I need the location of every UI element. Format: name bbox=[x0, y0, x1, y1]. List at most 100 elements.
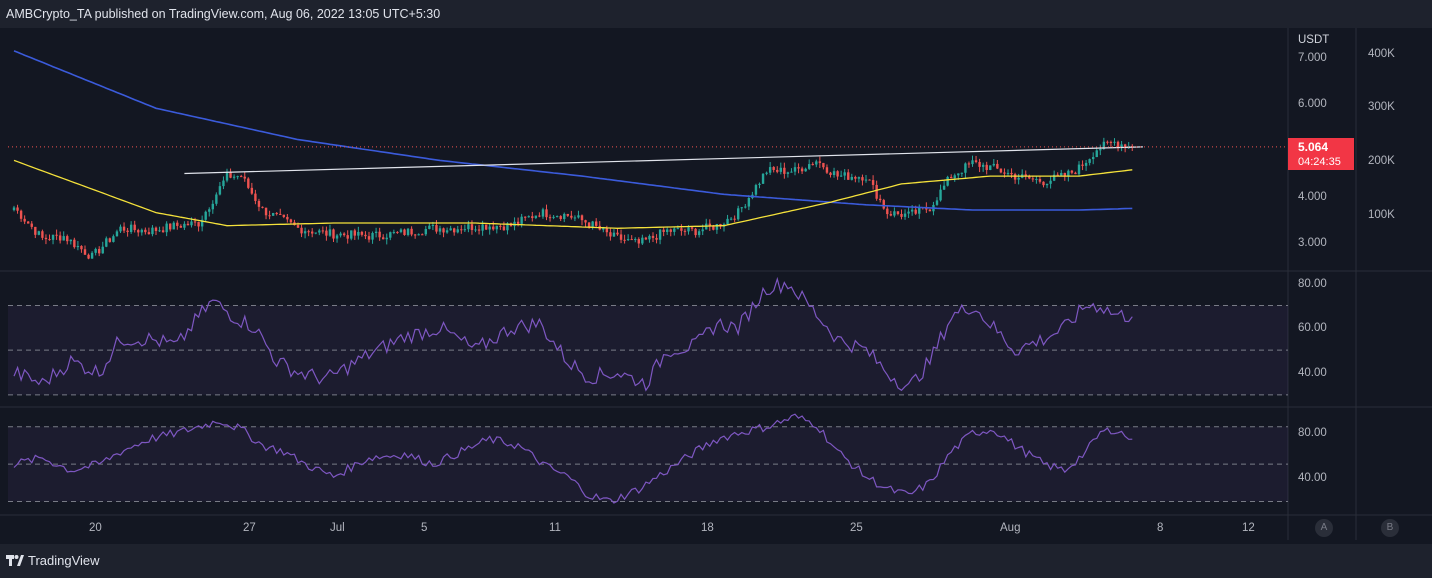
candle bbox=[772, 167, 775, 170]
candle bbox=[271, 212, 275, 216]
candle bbox=[598, 225, 601, 230]
candle bbox=[236, 176, 239, 178]
time-tick: Aug bbox=[1000, 522, 1021, 534]
candle bbox=[790, 171, 793, 173]
candle bbox=[165, 223, 168, 233]
candle bbox=[811, 164, 814, 166]
candle bbox=[552, 216, 555, 218]
brand-label: TradingView bbox=[28, 553, 100, 568]
candle bbox=[921, 207, 924, 209]
candle bbox=[332, 229, 335, 239]
auto-scale-button[interactable]: A bbox=[1315, 519, 1333, 537]
volume-tick: 300K bbox=[1368, 101, 1395, 113]
price-tick: 7.000 bbox=[1298, 52, 1327, 64]
log-scale-button[interactable]: B bbox=[1381, 519, 1399, 537]
candle bbox=[868, 179, 871, 181]
high-value: H5.109 bbox=[234, 35, 272, 47]
mfi-legend[interactable]: MFI (14) 69.15 bbox=[18, 417, 99, 429]
candle bbox=[818, 161, 822, 163]
candle bbox=[864, 179, 868, 181]
rsi-label: RSI (14, close, SMA, 14, 2) bbox=[18, 280, 158, 292]
candle bbox=[286, 216, 289, 220]
candle bbox=[847, 172, 850, 180]
candle bbox=[1056, 174, 1059, 176]
candle bbox=[591, 221, 594, 227]
candle bbox=[1092, 157, 1095, 160]
candle bbox=[435, 225, 438, 232]
candle bbox=[907, 211, 910, 214]
candle bbox=[822, 162, 825, 168]
candle bbox=[534, 215, 538, 219]
mfi-tick: 40.00 bbox=[1298, 472, 1327, 484]
candle bbox=[339, 233, 342, 236]
candle bbox=[417, 234, 420, 236]
candle bbox=[470, 224, 474, 231]
rsi-extra: Ø Ø bbox=[198, 280, 220, 292]
candle bbox=[303, 231, 307, 234]
candle bbox=[524, 216, 527, 218]
candle bbox=[683, 230, 687, 232]
candle bbox=[176, 222, 179, 226]
time-tick: Jul bbox=[330, 522, 345, 534]
candle bbox=[27, 221, 30, 224]
candle bbox=[566, 213, 569, 216]
candle bbox=[1099, 149, 1102, 151]
candle bbox=[62, 236, 65, 241]
candle bbox=[506, 223, 509, 231]
candle bbox=[1095, 150, 1098, 158]
candle bbox=[360, 231, 364, 235]
candle bbox=[637, 239, 640, 244]
candle bbox=[768, 167, 772, 173]
ma50-legend[interactable]: MA (50, close, 0, SMA, 5) 4.318 bbox=[18, 53, 186, 65]
price-tick: 6.000 bbox=[1298, 98, 1327, 110]
candle bbox=[382, 237, 385, 240]
candle bbox=[477, 229, 481, 231]
candle bbox=[999, 168, 1003, 173]
mfi-line bbox=[13, 413, 1133, 504]
candle bbox=[190, 221, 193, 226]
candle bbox=[783, 167, 786, 174]
candle bbox=[474, 229, 477, 231]
candle bbox=[939, 189, 942, 201]
candle bbox=[1113, 141, 1116, 143]
candle bbox=[761, 173, 765, 184]
ma200-legend[interactable]: MA (200, close, 0, SMA, 5) 3.814 bbox=[18, 71, 193, 83]
candle bbox=[492, 226, 495, 230]
symbol-label: NEAR / TetherUS, 6h, BINANCE bbox=[18, 35, 184, 47]
ma200-label: MA (200, close, 0, SMA, 5) bbox=[18, 71, 155, 83]
candle bbox=[879, 198, 882, 201]
candle bbox=[1088, 159, 1091, 163]
candle bbox=[1038, 178, 1042, 182]
candle bbox=[495, 225, 498, 230]
candle bbox=[751, 194, 754, 198]
candle bbox=[967, 163, 971, 165]
candle bbox=[808, 164, 811, 169]
candle bbox=[243, 176, 246, 179]
candle bbox=[69, 239, 72, 242]
candle bbox=[410, 228, 413, 235]
candle bbox=[296, 225, 300, 228]
candle bbox=[321, 230, 325, 232]
candle bbox=[832, 171, 836, 175]
tradingview-logo[interactable]: TradingView bbox=[6, 553, 100, 568]
candle bbox=[548, 217, 552, 219]
candle bbox=[630, 239, 633, 241]
rsi-legend[interactable]: RSI (14, close, SMA, 14, 2) 65.05 Ø Ø bbox=[18, 280, 223, 292]
candle bbox=[442, 228, 445, 233]
candle bbox=[350, 230, 353, 239]
candle bbox=[431, 225, 435, 227]
candle bbox=[229, 171, 232, 178]
candle bbox=[1006, 172, 1010, 174]
candle bbox=[140, 229, 143, 233]
candle bbox=[953, 175, 956, 179]
candle bbox=[882, 200, 885, 209]
candle bbox=[690, 227, 694, 229]
candle bbox=[754, 185, 758, 195]
symbol-legend[interactable]: NEAR / TetherUS, 6h, BINANCE O5.099 H5.1… bbox=[18, 35, 451, 47]
candle bbox=[541, 209, 545, 217]
candle bbox=[83, 249, 87, 255]
low-value: L5.048 bbox=[277, 35, 313, 47]
candle bbox=[126, 230, 129, 233]
candle bbox=[733, 218, 736, 220]
candle bbox=[325, 230, 328, 236]
